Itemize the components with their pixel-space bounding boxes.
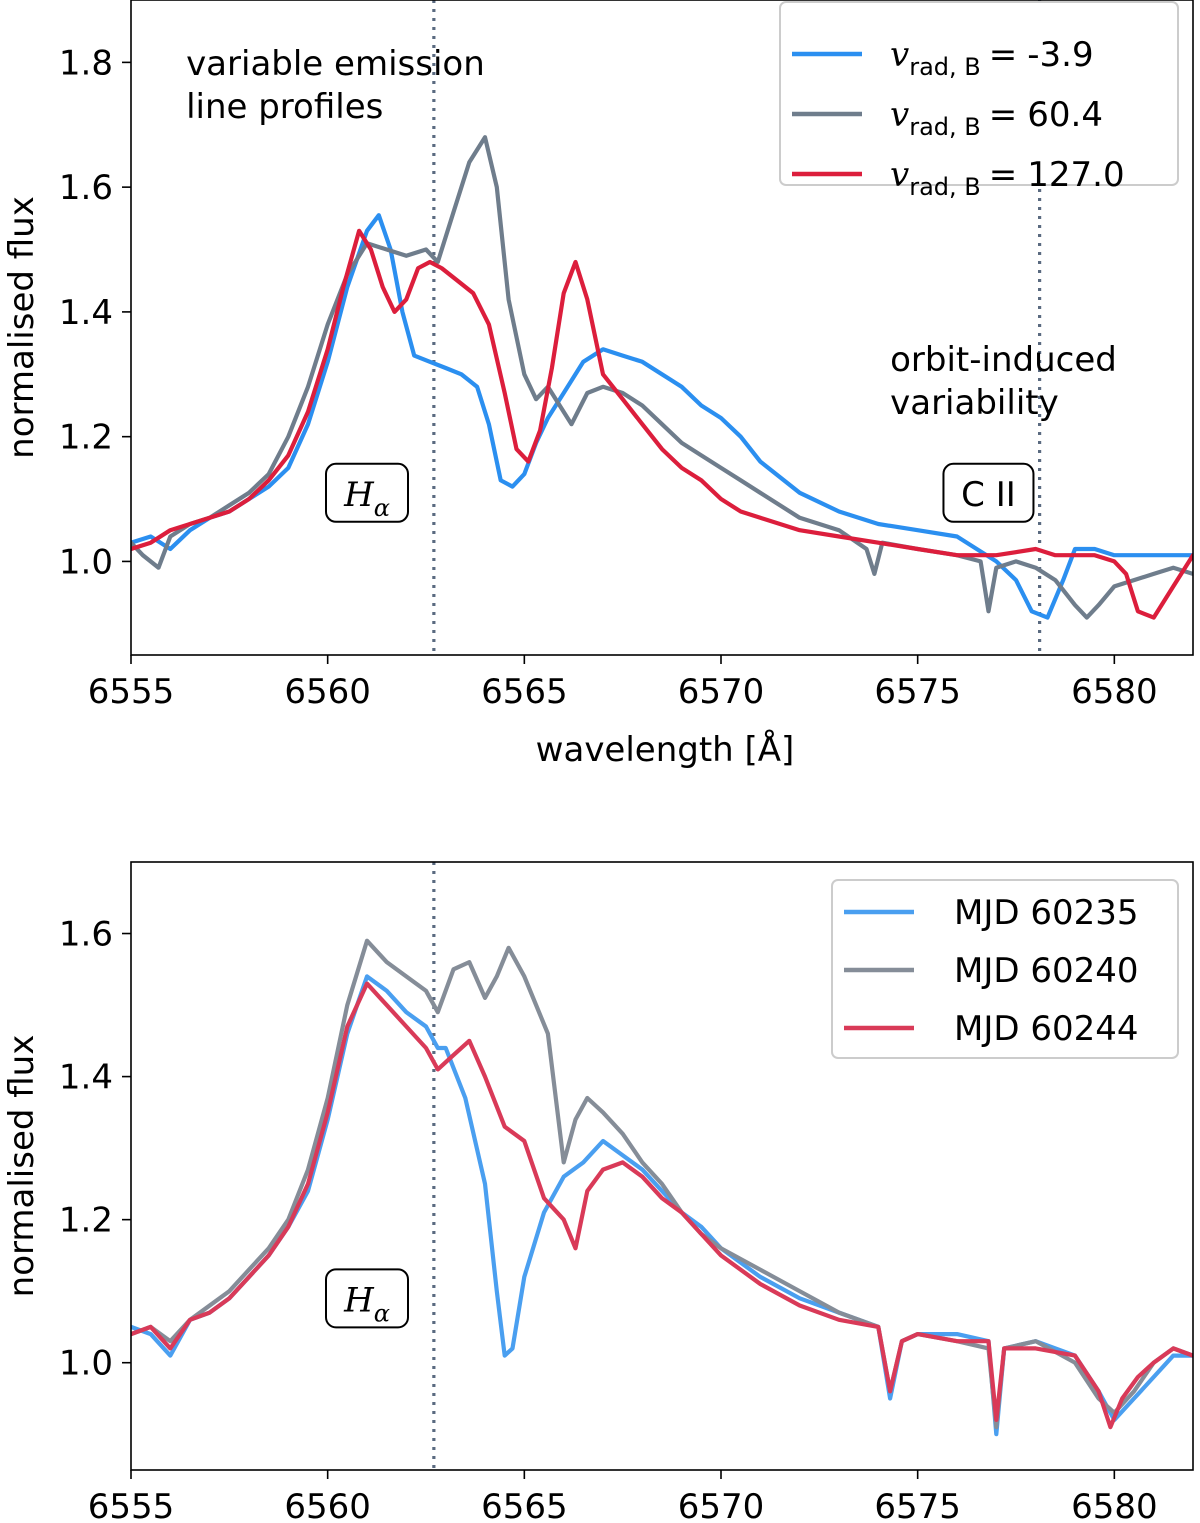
y-tick-label: 1.8 bbox=[59, 43, 113, 83]
legend bbox=[779, 1, 1179, 186]
y-tick-label: 1.2 bbox=[59, 418, 113, 458]
x-tick-label: 6575 bbox=[874, 1487, 961, 1523]
series-group bbox=[131, 135, 1193, 620]
annotation-text: orbit-induced bbox=[890, 340, 1117, 380]
y-tick-label: 1.4 bbox=[59, 1058, 113, 1098]
line-label-main: H bbox=[343, 475, 375, 515]
plot-frame bbox=[130, 0, 1194, 656]
x-tick-label: 6575 bbox=[874, 672, 961, 712]
y-tick-label: 1.0 bbox=[59, 542, 113, 582]
line-label-box bbox=[942, 462, 1035, 523]
series-line bbox=[131, 135, 1193, 620]
annotation-text: variability bbox=[890, 383, 1059, 423]
y-tick-label: 1.4 bbox=[59, 293, 113, 333]
x-tick-label: 6555 bbox=[88, 1487, 175, 1523]
legend-var: v bbox=[890, 95, 909, 135]
x-tick-label: 6560 bbox=[284, 1487, 371, 1523]
y-axis-label: normalised flux bbox=[2, 196, 42, 459]
legend-label: MJD 60235 bbox=[954, 893, 1139, 933]
legend bbox=[831, 879, 1179, 1059]
line-label: Hα bbox=[343, 1280, 390, 1327]
legend-subscript: rad, B bbox=[909, 173, 981, 201]
annotation-text: line profiles bbox=[186, 87, 383, 127]
legend-label: MJD 60240 bbox=[954, 951, 1139, 991]
panel-2: 6555656065656570657565801.01.21.41.6wave… bbox=[2, 861, 1194, 1523]
line-label-subscript: α bbox=[374, 1299, 390, 1327]
annotation-text: variable emission bbox=[186, 44, 485, 84]
line-label-main: H bbox=[343, 1280, 375, 1320]
x-tick-label: 6560 bbox=[284, 672, 371, 712]
legend-label: MJD 60244 bbox=[954, 1009, 1139, 1049]
x-tick-label: 6570 bbox=[678, 672, 765, 712]
series-line bbox=[131, 981, 1193, 1430]
legend-var: v bbox=[890, 155, 909, 195]
y-tick-label: 1.6 bbox=[59, 915, 113, 955]
legend-label: vrad, B = 60.4 bbox=[890, 95, 1103, 141]
x-tick-label: 6565 bbox=[481, 1487, 568, 1523]
x-axis-label: wavelength [Å] bbox=[536, 729, 795, 770]
y-tick-label: 1.0 bbox=[59, 1344, 113, 1384]
line-label-main: C II bbox=[961, 475, 1016, 515]
series-group bbox=[131, 938, 1193, 1437]
y-tick-label: 1.2 bbox=[59, 1201, 113, 1241]
x-tick-label: 6570 bbox=[678, 1487, 765, 1523]
line-label-subscript: α bbox=[374, 494, 390, 522]
x-tick-label: 6580 bbox=[1071, 672, 1158, 712]
plot-frame bbox=[130, 861, 1194, 1471]
legend-subscript: rad, B bbox=[909, 53, 981, 81]
y-axis-label: normalised flux bbox=[2, 1035, 42, 1298]
x-tick-label: 6580 bbox=[1071, 1487, 1158, 1523]
line-label-box bbox=[325, 1268, 409, 1329]
panel-1: 6555 6560 6565 6570 6575 6580 1.0 1.2 1.4 1.6 1.8 w… bbox=[2, 0, 1194, 770]
legend-subscript: rad, B bbox=[909, 113, 981, 141]
legend-value: 127.0 bbox=[1027, 155, 1124, 195]
y-tick-label: 1.6 bbox=[59, 168, 113, 208]
legend-var: v bbox=[890, 35, 909, 75]
x-tick-label: 6555 bbox=[88, 672, 175, 712]
legend-value: 60.4 bbox=[1027, 95, 1103, 135]
line-label-box bbox=[325, 462, 409, 523]
legend-value: -3.9 bbox=[1027, 35, 1093, 75]
legend-operator: = bbox=[989, 155, 1018, 195]
legend-label: vrad, B = 127.0 bbox=[890, 155, 1125, 201]
x-tick-label: 6565 bbox=[481, 672, 568, 712]
legend-operator: = bbox=[989, 95, 1018, 135]
line-label: C II bbox=[961, 475, 1016, 515]
legend-operator: = bbox=[989, 35, 1018, 75]
series-line bbox=[131, 228, 1193, 620]
line-label: Hα bbox=[343, 475, 390, 522]
legend-label: vrad, B = -3.9 bbox=[890, 35, 1094, 81]
